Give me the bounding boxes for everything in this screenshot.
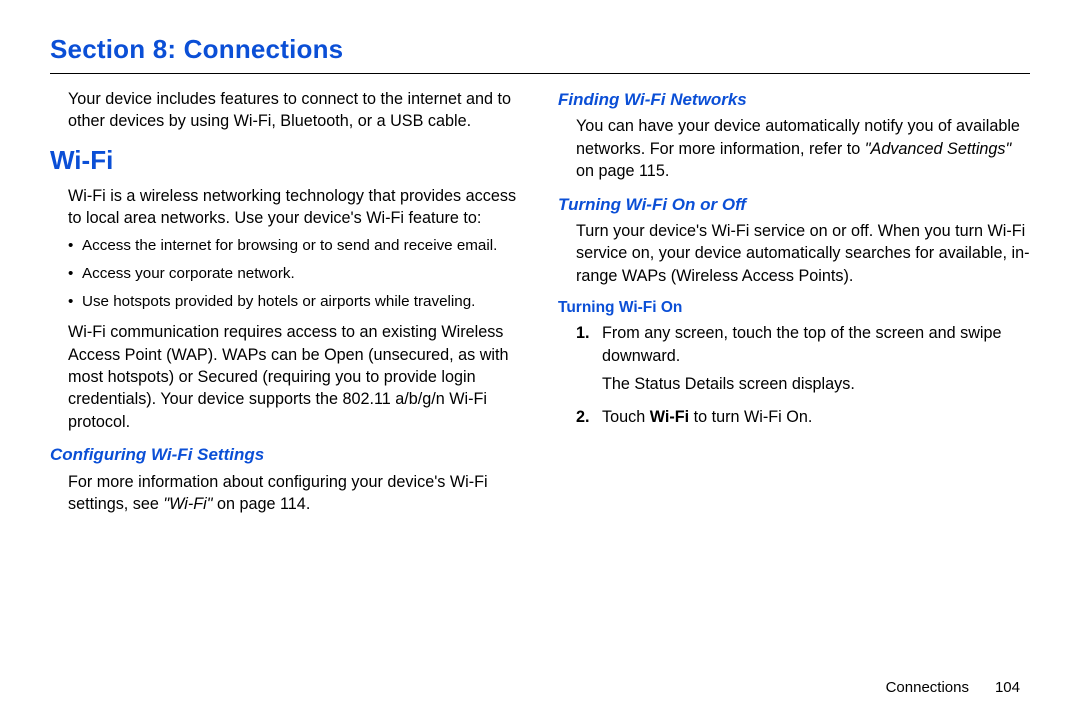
bullet-icon: • <box>68 263 82 285</box>
bullet-text: Access the internet for browsing or to s… <box>82 235 497 257</box>
left-column: Your device includes features to connect… <box>50 88 522 521</box>
page-footer: Connections 104 <box>886 679 1020 696</box>
step-bold: Wi-Fi <box>650 408 689 426</box>
right-column: Finding Wi-Fi Networks You can have your… <box>558 88 1030 521</box>
step-text-pre: Touch <box>602 408 650 426</box>
wifi-bullet-list: • Access the internet for browsing or to… <box>68 235 522 313</box>
step-body: Touch Wi-Fi to turn Wi-Fi On. <box>602 406 1030 428</box>
wifi-intro-paragraph: Wi-Fi is a wireless networking technolog… <box>68 185 522 230</box>
list-item: • Access the internet for browsing or to… <box>68 235 522 257</box>
bullet-text: Access your corporate network. <box>82 263 295 285</box>
wifi-heading: Wi-Fi <box>50 143 522 179</box>
step-item: 2. Touch Wi-Fi to turn Wi-Fi On. <box>576 406 1030 428</box>
turning-heading: Turning Wi-Fi On or Off <box>558 193 1030 216</box>
wap-paragraph: Wi-Fi communication requires access to a… <box>68 321 522 433</box>
finding-reference: "Advanced Settings" <box>865 140 1011 158</box>
bullet-icon: • <box>68 291 82 313</box>
steps-list: 1. From any screen, touch the top of the… <box>576 322 1030 427</box>
turning-paragraph: Turn your device's Wi-Fi service on or o… <box>576 220 1030 287</box>
footer-section: Connections <box>886 679 969 696</box>
section-rule <box>50 73 1030 74</box>
step-body: From any screen, touch the top of the sc… <box>602 322 1030 395</box>
finding-paragraph: You can have your device automatically n… <box>576 115 1030 182</box>
configuring-heading: Configuring Wi-Fi Settings <box>50 443 522 466</box>
footer-page-number: 104 <box>995 679 1020 696</box>
step-item: 1. From any screen, touch the top of the… <box>576 322 1030 395</box>
list-item: • Use hotspots provided by hotels or air… <box>68 291 522 313</box>
config-text-post: on page 114. <box>213 495 311 513</box>
two-column-layout: Your device includes features to connect… <box>50 88 1030 521</box>
step-text: From any screen, touch the top of the sc… <box>602 324 1002 364</box>
intro-paragraph: Your device includes features to connect… <box>68 88 522 133</box>
bullet-text: Use hotspots provided by hotels or airpo… <box>82 291 475 313</box>
step-text-post: to turn Wi-Fi On. <box>689 408 812 426</box>
section-title: Section 8: Connections <box>50 34 1030 65</box>
config-reference: "Wi-Fi" <box>163 495 212 513</box>
bullet-icon: • <box>68 235 82 257</box>
turning-on-heading: Turning Wi-Fi On <box>558 297 1030 318</box>
finding-heading: Finding Wi-Fi Networks <box>558 88 1030 111</box>
step-subtext: The Status Details screen displays. <box>602 373 1030 395</box>
configuring-paragraph: For more information about configuring y… <box>68 471 522 516</box>
finding-text-post: on page 115. <box>576 162 669 180</box>
step-number: 2. <box>576 406 602 428</box>
step-number: 1. <box>576 322 602 395</box>
list-item: • Access your corporate network. <box>68 263 522 285</box>
